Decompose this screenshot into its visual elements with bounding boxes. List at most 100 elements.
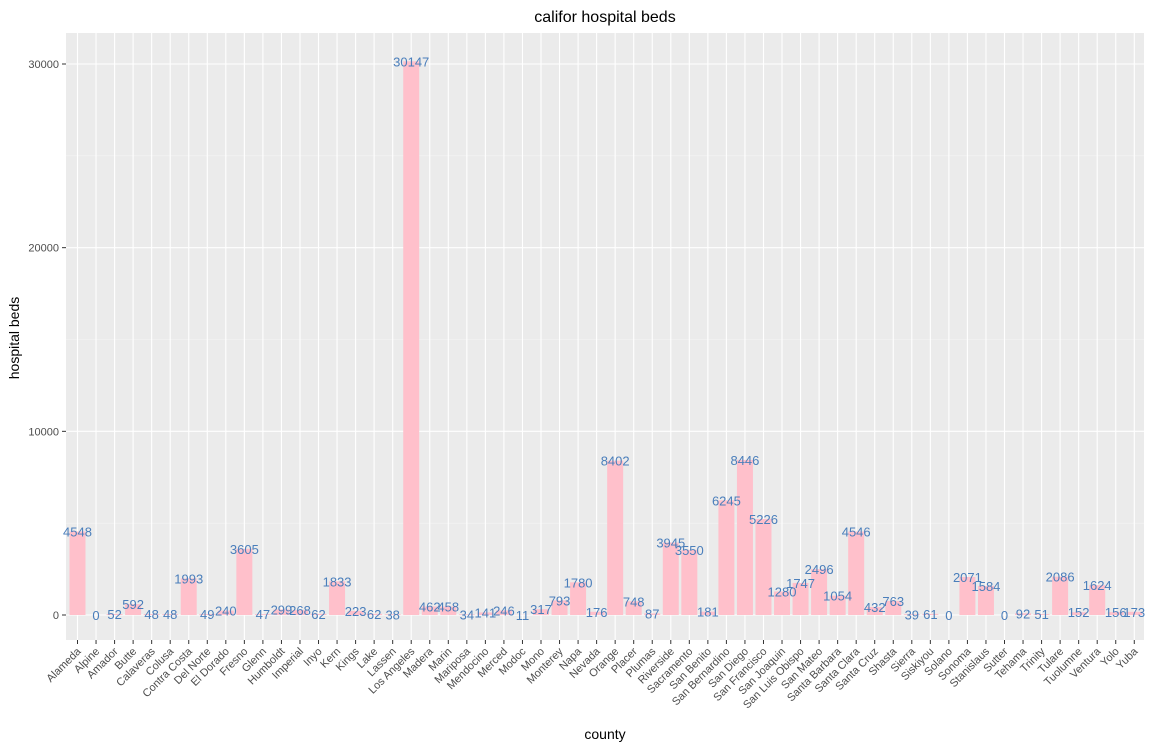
bar	[681, 549, 698, 615]
data-label: 2496	[805, 562, 834, 577]
bar	[644, 613, 661, 615]
data-label: 48	[163, 607, 177, 622]
bar	[1070, 612, 1087, 615]
data-label: 458	[437, 600, 459, 615]
data-label: 30147	[393, 54, 429, 69]
data-label: 39	[905, 607, 919, 622]
bar	[403, 61, 420, 615]
data-label: 3550	[675, 543, 704, 558]
data-label: 1584	[971, 579, 1000, 594]
bar	[1052, 576, 1069, 615]
bar	[458, 614, 475, 615]
bar	[922, 613, 939, 615]
bar	[977, 585, 994, 615]
bar	[69, 531, 86, 615]
bar	[143, 614, 160, 615]
bar	[477, 612, 494, 615]
data-label: 38	[385, 607, 399, 622]
data-label: 34	[460, 607, 474, 622]
data-label: 173	[1123, 605, 1145, 620]
bar	[570, 582, 587, 615]
bar	[699, 611, 716, 615]
data-label: 92	[1016, 606, 1030, 621]
bar	[440, 606, 457, 615]
data-label: 3945	[656, 536, 685, 551]
data-label: 4548	[63, 524, 92, 539]
bar	[755, 519, 772, 615]
bar	[848, 531, 865, 615]
data-label: 2071	[953, 570, 982, 585]
bar	[792, 582, 809, 615]
data-label: 2086	[1046, 570, 1075, 585]
data-label: 793	[549, 593, 571, 608]
data-label: 432	[864, 600, 886, 615]
bar	[1033, 614, 1050, 615]
bar	[774, 591, 791, 615]
bar	[180, 578, 197, 615]
data-label: 1054	[823, 589, 852, 604]
data-label: 152	[1068, 605, 1090, 620]
bar	[106, 614, 123, 615]
data-label: 52	[107, 607, 121, 622]
data-label: 299	[271, 603, 293, 618]
data-label: 748	[623, 594, 645, 609]
bars-group	[69, 61, 1143, 615]
data-label: 0	[945, 608, 952, 623]
bar	[495, 610, 512, 615]
bar	[162, 614, 179, 615]
data-label: 5226	[749, 512, 778, 527]
bar	[1107, 612, 1124, 615]
data-label: 268	[289, 603, 311, 618]
data-label: 462	[419, 600, 441, 615]
data-label: 6245	[712, 493, 741, 508]
bar	[236, 548, 253, 615]
data-label: 0	[1001, 608, 1008, 623]
bar	[1126, 611, 1143, 615]
bar	[829, 595, 846, 615]
data-label: 223	[345, 604, 367, 619]
bar	[866, 607, 883, 615]
bar	[366, 613, 383, 615]
data-label: 49	[200, 607, 214, 622]
data-label: 62	[311, 607, 325, 622]
data-label: 1780	[564, 575, 593, 590]
plot-panel	[66, 33, 1144, 640]
x-tick-label: Yuba	[1114, 645, 1141, 672]
bar	[959, 576, 976, 615]
data-label: 62	[367, 607, 381, 622]
bar	[310, 613, 327, 615]
bar	[625, 601, 642, 615]
data-label: 8446	[730, 453, 759, 468]
data-label: 47	[256, 607, 270, 622]
data-label: 48	[144, 607, 158, 622]
bar	[217, 610, 234, 615]
bar	[588, 611, 605, 615]
y-axis-title: hospital beds	[6, 297, 22, 380]
bar	[903, 614, 920, 615]
data-label: 87	[645, 606, 659, 621]
data-label: 317	[530, 602, 552, 617]
data-label: 156	[1105, 605, 1127, 620]
data-label: 176	[586, 605, 608, 620]
bar	[551, 600, 568, 615]
bar	[273, 609, 290, 615]
y-tick-label: 0	[53, 610, 59, 622]
x-axis-title: county	[584, 726, 625, 742]
bar	[1089, 585, 1106, 615]
data-label: 51	[1034, 607, 1048, 622]
bar	[607, 460, 624, 615]
data-label: 8402	[601, 454, 630, 469]
data-label: 181	[697, 605, 719, 620]
y-tick-label: 10000	[28, 426, 59, 438]
bar	[421, 606, 438, 615]
data-label: 3605	[230, 542, 259, 557]
bar	[533, 609, 549, 615]
bar	[329, 581, 346, 615]
data-label: 246	[493, 603, 515, 618]
bar	[291, 610, 308, 615]
bar	[885, 600, 902, 615]
bar	[125, 604, 142, 615]
bar	[736, 459, 753, 615]
